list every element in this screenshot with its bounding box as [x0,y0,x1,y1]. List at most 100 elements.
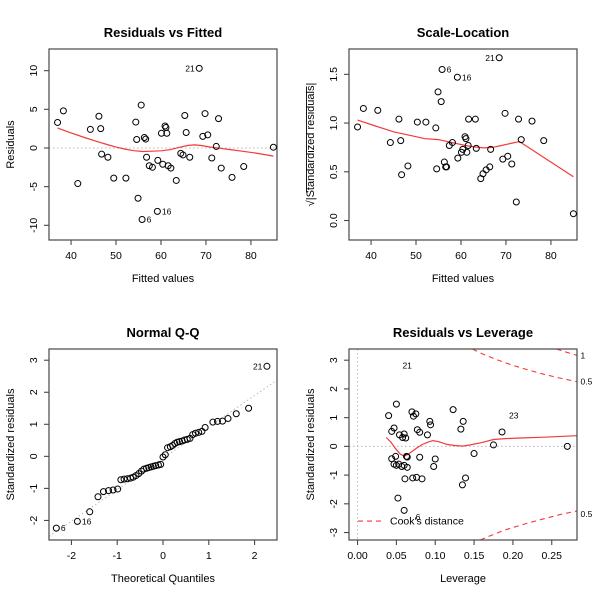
data-point [426,417,434,425]
data-point [86,508,94,516]
y-tick-label: 3 [328,357,340,363]
y-tick-label: -3 [328,528,340,537]
data-point [569,210,577,218]
x-tick-label: 60 [155,250,167,262]
point-label: 6 [447,64,452,74]
data-point [390,424,398,432]
data-point [169,441,177,449]
data-point [105,487,113,495]
y-axis-label: √|Standardized residuals| [305,83,317,207]
data-point [472,144,480,152]
data-point [86,125,94,133]
cooks-contour-label: 0.5 [581,377,593,387]
data-point [117,476,125,484]
data-point [52,524,60,532]
y-tick-label: 2 [328,386,340,392]
panel-title: Residuals vs Fitted [104,25,223,40]
data-point [161,122,169,130]
plot-box [348,48,578,241]
point-label: 21 [402,361,412,371]
data-point [161,451,169,459]
data-point [59,107,67,115]
data-point [504,152,512,160]
cooks-distance-contour [472,348,578,383]
data-point [404,162,412,170]
data-point [74,180,82,188]
data-point [359,104,367,112]
y-tick-label: 0.5 [328,164,340,179]
y-tick-label: 1 [28,421,40,427]
data-point [269,143,277,151]
data-point [431,455,439,463]
data-point [142,135,150,143]
panel-normal-qq: -2 -1 0 1 2 -2 -1 0 1 2 3 Normal Q-Q Theoretical Qua… [0,300,300,600]
data-point [240,163,248,171]
data-point [137,101,145,109]
data-point [409,474,417,482]
x-axis-label: Leverage [440,573,486,585]
data-point [157,460,165,468]
point-label: 16 [82,516,92,526]
plot-box [348,348,578,541]
point-label: 16 [462,72,472,82]
y-tick-label: 1.5 [328,67,340,82]
data-point [457,425,465,433]
data-point [159,453,167,461]
data-point [459,417,467,425]
data-point [448,139,456,147]
data-point [388,427,396,435]
data-point [434,88,442,96]
data-point [462,474,470,482]
y-tick-label: 1 [328,415,340,421]
plot-box [48,48,278,241]
data-point [413,118,421,126]
data-point [398,171,406,179]
data-point [409,412,417,420]
data-point [163,129,171,137]
x-tick-label: 0 [160,550,166,562]
x-tick-label: 80 [245,250,257,262]
data-point [97,125,105,133]
data-point [437,98,445,106]
x-tick-label: 0.05 [386,550,407,562]
data-point [418,475,426,483]
point-label: 6 [147,215,152,225]
cooks-contour-label: 0.5 [581,509,593,519]
x-tick-label: 0.00 [347,550,368,562]
data-point [120,475,128,483]
data-point [454,154,462,162]
data-point [245,404,253,412]
x-tick-label: 40 [65,250,77,262]
data-point [433,165,441,173]
data-point [517,136,525,144]
x-axis-label: Fitted values [432,273,495,285]
scale-location-plot: 40 50 60 70 80 0.0 0.5 1.0 1.5 Scale-Location Fitt… [305,25,578,285]
data-point [416,428,424,436]
y-tick-label: -5 [28,182,40,191]
data-point [132,118,140,126]
x-tick-label: 60 [455,250,467,262]
normal-qq-plot: -2 -1 0 1 2 -2 -1 0 1 2 3 Normal Q-Q Theoretical Qua… [5,325,278,585]
data-point [412,410,420,418]
data-point [152,462,160,470]
y-tick-label: 10 [28,65,40,77]
data-point [134,194,142,202]
x-tick-label: 0.10 [425,550,446,562]
data-point [212,142,220,150]
data-point [416,453,424,461]
x-tick-label: 70 [200,250,212,262]
data-point [385,412,393,420]
data-point [394,494,402,502]
y-axis-label: Residuals [5,120,17,169]
y-tick-label: -2 [328,499,340,508]
x-tick-label: 0.15 [464,550,485,562]
data-point [208,154,216,162]
data-point [143,153,151,161]
panel-title: Scale-Location [417,25,510,40]
data-point [153,207,161,215]
data-point [392,452,400,460]
x-tick-label: -1 [113,550,122,562]
x-tick-label: 80 [545,250,557,262]
data-point [99,488,107,496]
data-point [403,453,411,461]
